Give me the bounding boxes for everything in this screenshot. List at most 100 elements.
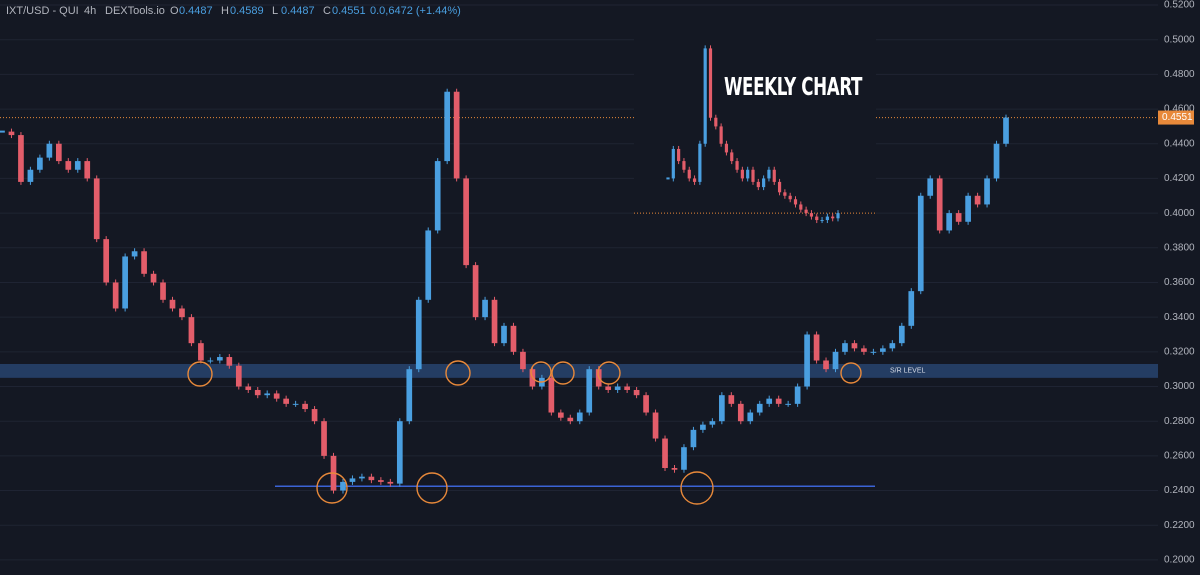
candle [842,343,848,352]
y-tick-label: 0.2400 [1164,485,1195,496]
candle [65,161,72,170]
candle [103,239,110,283]
candle [340,481,346,491]
candle [708,48,713,118]
y-tick-label: 0.4600 [1164,104,1195,115]
candle [785,403,791,405]
candle [671,148,675,179]
candle [482,299,488,318]
candle [27,169,34,182]
annotation-circles [187,360,862,505]
candle [772,169,776,182]
candle [472,265,479,318]
candle [311,409,318,422]
candle [682,161,686,170]
candle [677,148,681,162]
candle [444,91,451,162]
candle [955,213,962,222]
candle [652,412,659,439]
circle [840,362,862,384]
candle [425,230,432,300]
candle [799,204,803,210]
candle [719,126,723,144]
candle [965,195,971,222]
candle [831,216,835,219]
candle [666,177,670,180]
candle [714,117,718,127]
y-tick-label: 0.3600 [1164,277,1195,288]
candle [254,389,261,396]
price-tag-label: 0.4551 [1162,112,1193,123]
candle [169,299,176,309]
y-tick-label: 0.3200 [1164,346,1195,357]
candle [851,343,858,349]
candle [794,386,801,404]
candle [273,393,280,399]
candle [690,429,697,448]
candle [141,251,147,274]
source: DEXTools.io [105,5,165,17]
candle [804,209,808,214]
y-tick-label: 0.2000 [1164,555,1195,566]
candle [463,178,469,266]
candle [687,169,691,179]
candle [207,360,214,362]
candle [55,143,62,162]
candle [698,143,702,182]
candle [719,395,725,422]
candle [728,395,735,404]
symbol: IXT/USD - QUI [6,5,79,17]
candle [825,216,829,221]
candle [491,299,498,344]
candle [762,178,766,188]
candle [724,143,729,153]
candle [520,351,526,370]
ohlc-value: 0.4487 [281,5,315,17]
inset: WEEKLY CHART [634,45,876,224]
candle [747,412,754,422]
circle [316,472,348,504]
y-tick-label: 0.5200 [1164,0,1195,11]
candle [993,143,1000,179]
ohlc-key: O [170,5,179,17]
y-tick-label: 0.4000 [1164,208,1195,219]
levels: S/R LEVEL [0,117,1158,487]
candle [633,389,640,396]
candle [321,421,327,456]
y-axis: 0.2000 0.2200 0.2400 0.2600 0.2800 0.3000 0.32… [1158,0,1195,566]
y-tick-label: 0.5000 [1164,34,1195,45]
ohlc-key: H [221,5,229,17]
candle [188,317,195,344]
candle [735,161,739,170]
sr-label: S/R LEVEL [890,368,926,375]
candle [788,195,792,200]
y-tick-label: 0.3400 [1164,312,1195,323]
candle [740,169,744,179]
candle [557,412,564,418]
candle [93,178,100,240]
circle [530,361,552,383]
circle [416,472,448,504]
candle [264,393,271,396]
y-tick-label: 0.4800 [1164,69,1195,80]
candle [8,131,15,136]
candle [292,403,299,405]
candle [793,199,798,205]
candle [832,351,839,370]
inset-title: WEEKLY CHART [724,72,863,101]
candle [984,178,990,205]
candle [415,299,422,370]
interval: 4h [84,5,96,17]
candle [1003,117,1009,144]
ohlc-key: L [272,5,278,17]
candle [804,334,810,387]
candle [160,282,166,300]
candle [756,181,760,188]
candle [927,178,934,196]
y-tick-label: 0.2800 [1164,416,1195,427]
candle [766,398,773,404]
inset-panel [634,8,876,236]
candle [112,282,119,309]
